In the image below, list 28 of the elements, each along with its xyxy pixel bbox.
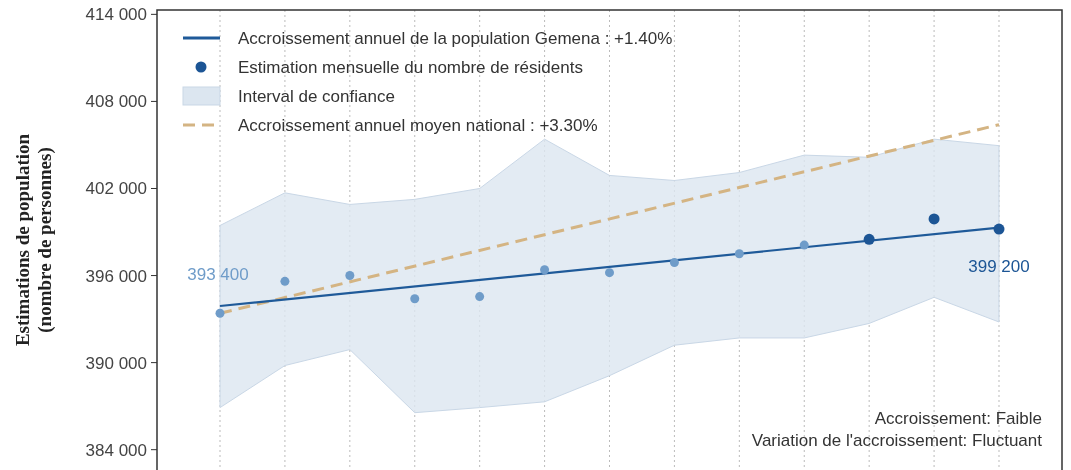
y-tick-label: 414 000 [85, 5, 147, 25]
legend-label: Accroissement annuel de la population Gemena : +1.40% [238, 29, 673, 48]
point [863, 233, 875, 245]
point [799, 240, 809, 250]
y-axis-title: Estimations de population (nombre de personnes) [12, 133, 56, 347]
data-label: 399 200 [968, 257, 1030, 277]
point [410, 294, 420, 304]
y-tick-label: 408 000 [85, 92, 147, 112]
legend-label: Estimation mensuelle du nombre de résidents [238, 58, 583, 77]
point [928, 213, 940, 225]
annotation: Variation de l'accroissement: Fluctuant [751, 431, 1043, 450]
point [993, 223, 1005, 235]
y-tick-label: 402 000 [85, 179, 147, 199]
point [475, 292, 485, 302]
y-tick-label: 384 000 [85, 440, 147, 460]
point [540, 265, 550, 275]
point [345, 271, 355, 281]
y-tick-label: 390 000 [85, 353, 147, 373]
point [605, 268, 614, 278]
point [215, 308, 225, 318]
annotation: Accroissement: Faible [874, 409, 1042, 428]
y-tick-label: 396 000 [85, 266, 147, 286]
point [669, 257, 679, 267]
legend-label: Interval de confiance [238, 87, 395, 106]
legend-label: Accroissement annuel moyen national : +3.30% [238, 116, 598, 135]
point [734, 249, 744, 259]
point [280, 276, 290, 286]
data-label: 393 400 [187, 265, 249, 285]
